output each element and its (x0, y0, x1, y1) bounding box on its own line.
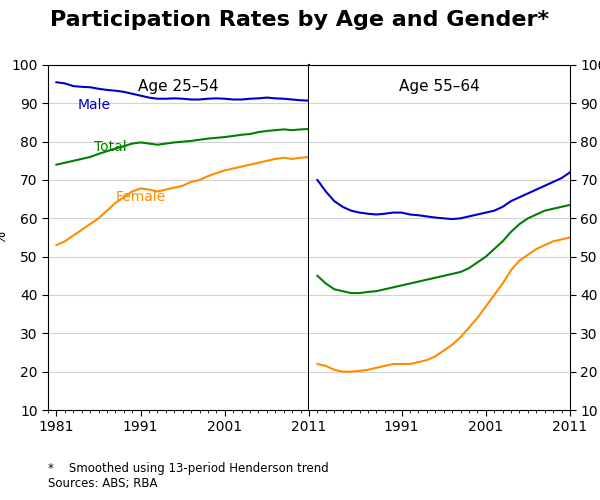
Text: *    Smoothed using 13-period Henderson trend
Sources: ABS; RBA: * Smoothed using 13-period Henderson tre… (48, 462, 329, 490)
Text: Total: Total (94, 140, 127, 154)
Text: Male: Male (77, 98, 110, 112)
Y-axis label: %: % (0, 231, 8, 244)
Text: Age 55–64: Age 55–64 (399, 79, 480, 94)
Text: Participation Rates by Age and Gender*: Participation Rates by Age and Gender* (50, 10, 550, 30)
Text: Age 25–54: Age 25–54 (138, 79, 219, 94)
Text: Female: Female (115, 190, 166, 204)
